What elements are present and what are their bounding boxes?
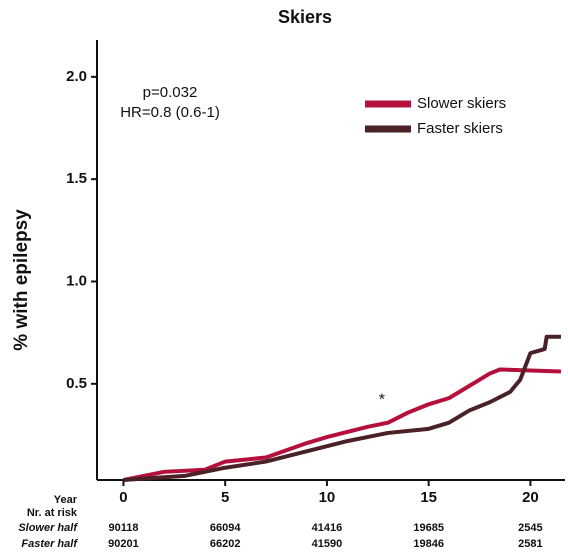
series-line	[123, 367, 561, 482]
risk-value: 90201	[108, 538, 139, 550]
y-tick-label: 1.5	[66, 170, 87, 187]
risk-row-label: Slower half	[18, 522, 78, 534]
chart-title: Skiers	[278, 7, 332, 27]
risk-value: 2581	[518, 538, 542, 550]
y-axis-label: % with epilepsy	[11, 209, 32, 351]
risk-table-title: Nr. at risk	[27, 507, 78, 519]
risk-value: 19846	[413, 538, 444, 550]
legend-label: Faster skiers	[417, 120, 503, 137]
annotation: p=0.032	[143, 84, 198, 101]
risk-value: 2545	[518, 522, 542, 534]
risk-value: 41590	[312, 538, 343, 550]
risk-value: 19685	[413, 522, 444, 534]
risk-value: 90118	[108, 522, 138, 534]
x-tick-label: 15	[420, 489, 437, 506]
y-tick-label: 0.5	[66, 375, 87, 392]
risk-value: 66202	[210, 538, 241, 550]
y-tick-label: 1.0	[66, 272, 87, 289]
x-axis-label: Year	[54, 494, 78, 506]
legend-label: Slower skiers	[417, 95, 506, 112]
risk-row-label: Faster half	[21, 538, 78, 550]
annotation: *	[379, 391, 385, 408]
x-tick-label: 0	[119, 489, 127, 506]
series-line	[123, 334, 561, 482]
risk-value: 41416	[312, 522, 343, 534]
x-tick-label: 5	[221, 489, 229, 506]
risk-value: 66094	[210, 522, 241, 534]
y-tick-label: 2.0	[66, 68, 87, 85]
annotation: HR=0.8 (0.6-1)	[120, 104, 220, 121]
x-tick-label: 10	[319, 489, 336, 506]
x-tick-label: 20	[522, 489, 539, 506]
